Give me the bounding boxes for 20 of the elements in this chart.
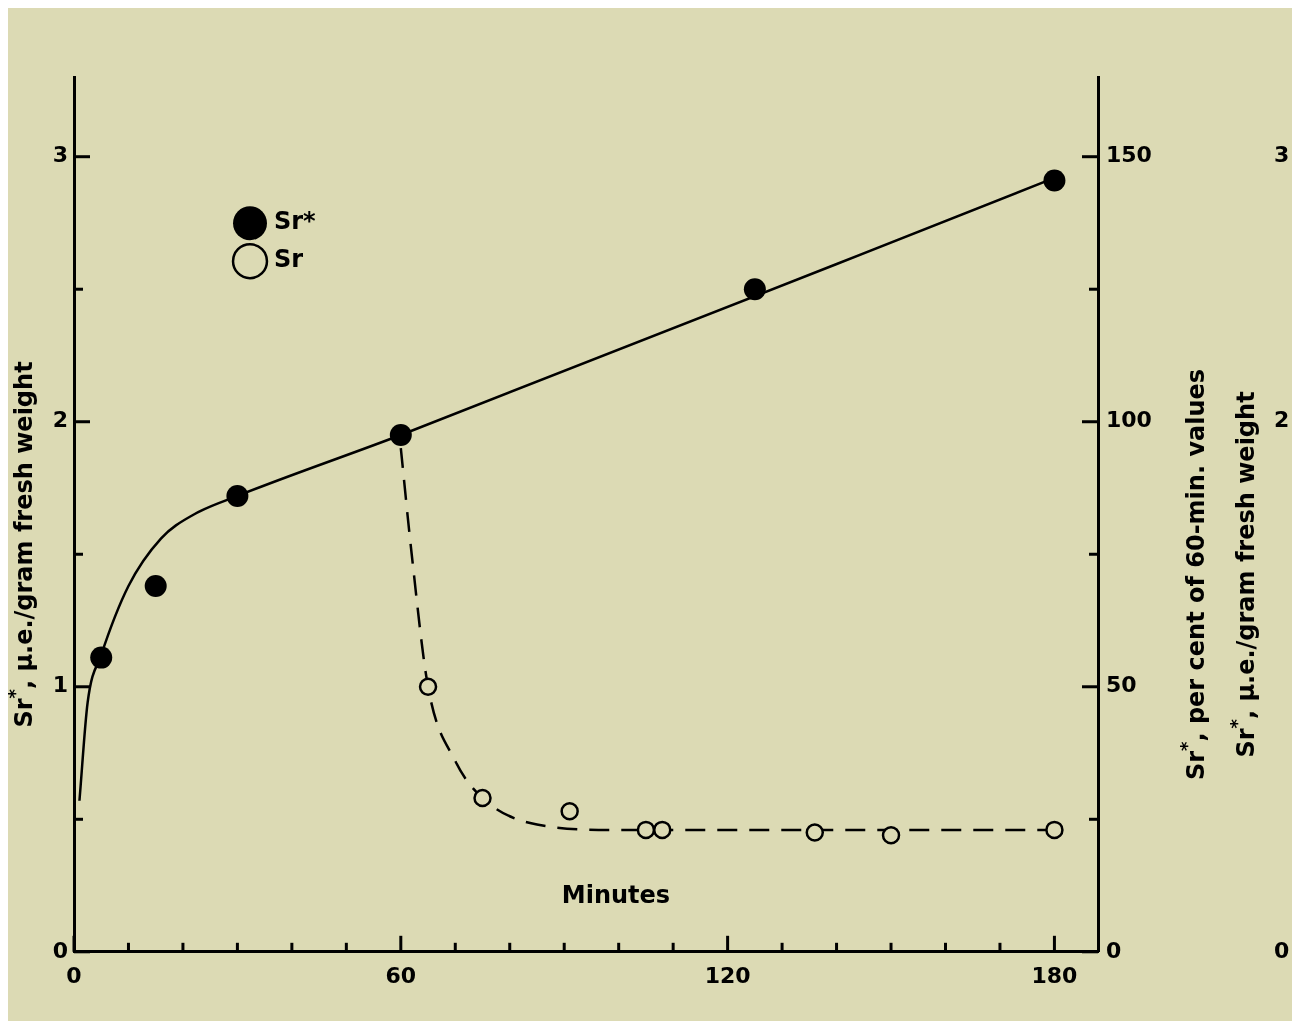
y2-axis-title: Sr*, per cent of 60-min. values: [1176, 368, 1211, 781]
y2-tick-label: 0: [1106, 937, 1122, 963]
y2-tick-label: 50: [1106, 672, 1137, 698]
x-axis-title: Minutes: [561, 881, 671, 910]
y3-tick-label: 0: [1274, 937, 1290, 963]
y2-tick-label: 150: [1106, 142, 1152, 168]
y-tick-label: 3: [52, 142, 68, 168]
legend-label: Sr: [274, 245, 304, 274]
y-tick-label: 1: [52, 672, 68, 698]
y-tick-label: 2: [52, 407, 68, 433]
y2-tick-label: 100: [1106, 407, 1152, 433]
x-tick-label: 120: [704, 962, 751, 988]
legend-label: Sr*: [274, 207, 317, 236]
y-tick-label: 0: [52, 937, 68, 963]
y3-tick-label: 2: [1274, 407, 1290, 433]
y3-axis-title: Sr*, μ.e./gram fresh weight: [1226, 391, 1261, 758]
x-tick-label: 180: [1031, 962, 1078, 988]
x-tick-label: 60: [385, 962, 417, 988]
y3-tick-label: 3: [1274, 142, 1290, 168]
y-axis-title: Sr*, μ.e./gram fresh weight: [4, 361, 39, 728]
